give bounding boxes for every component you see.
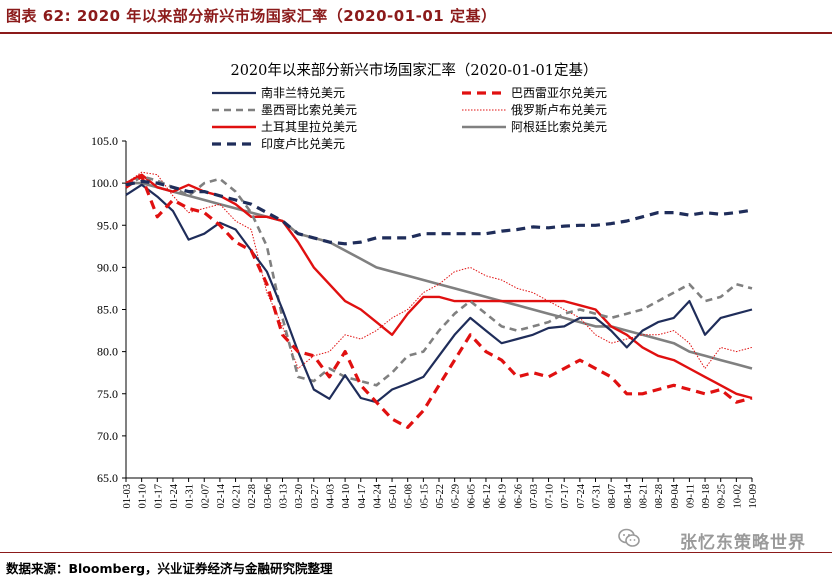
wechat-icon: [618, 528, 640, 547]
figure-title: 图表 62: 2020 年以来部分新兴市场国家汇率（2020-01-01 定基）: [6, 7, 497, 25]
x-tick-label: 10-09: [748, 484, 759, 509]
x-tick-label: 01-03: [122, 484, 133, 509]
x-tick-label: 02-14: [216, 483, 227, 508]
legend-label: 墨西哥比索兑美元: [261, 103, 357, 117]
x-tick-label: 06-26: [513, 484, 524, 509]
y-tick-label: 80.0: [97, 345, 118, 359]
series-line-4: [125, 173, 753, 400]
y-tick-label: 95.0: [97, 218, 118, 232]
x-tick-label: 04-24: [372, 483, 383, 508]
x-tick-label: 09-25: [717, 484, 728, 509]
y-tick-label: 65.0: [97, 471, 118, 485]
series-line-6: [125, 179, 753, 246]
legend-label: 俄罗斯卢布兑美元: [511, 102, 607, 117]
x-tick-label: 09-18: [701, 484, 712, 509]
x-tick-label: 03-06: [263, 484, 274, 509]
legend-label: 巴西雷亚尔兑美元: [511, 85, 607, 100]
y-tick-label: 75.0: [97, 387, 118, 401]
x-tick-label: 07-17: [560, 484, 571, 509]
chart-title: 2020年以来部分新兴市场国家汇率（2020-01-01定基）: [230, 62, 597, 79]
x-tick-label: 04-03: [325, 484, 336, 509]
series-line-0: [125, 183, 753, 404]
x-tick-label: 10-02: [732, 484, 743, 509]
source-note: 数据来源：Bloomberg，兴业证券经济与金融研究院整理: [6, 561, 333, 576]
y-tick-label: 90.0: [97, 260, 118, 274]
x-tick-label: 08-28: [654, 484, 665, 509]
x-tick-label: 03-13: [279, 484, 290, 509]
figure-footer: 数据来源：Bloomberg，兴业证券经济与金融研究院整理: [0, 552, 832, 577]
x-tick-label: 07-10: [545, 484, 556, 509]
x-tick-label: 07-24: [576, 483, 587, 508]
legend-label: 阿根廷比索兑美元: [511, 120, 607, 134]
axes: 65.0 70.0 75.0 80.0 85.0 90.0 95.0 100.0 105.0 01…: [91, 134, 759, 509]
x-tick-label: 08-21: [638, 484, 649, 509]
x-tick-label: 07-03: [529, 484, 540, 509]
x-tick-label: 03-20: [294, 484, 305, 509]
x-tick-label: 05-29: [451, 484, 462, 509]
x-tick-label: 05-15: [419, 484, 430, 509]
series-line-5: [126, 181, 753, 370]
x-tick-label: 07-31: [592, 484, 603, 509]
y-tick-label: 105.0: [91, 134, 118, 148]
x-tick-label: 01-10: [138, 484, 149, 509]
x-tick-label: 06-12: [482, 484, 493, 509]
x-tick-label: 06-19: [498, 484, 509, 509]
x-tick-label: 04-10: [341, 484, 352, 509]
x-tick-label: 02-21: [232, 484, 243, 509]
series-group: [125, 171, 753, 429]
x-tick-label: 01-31: [185, 484, 196, 509]
x-tick-label: 02-28: [247, 484, 258, 509]
watermark-text: 张忆东策略世界: [680, 533, 806, 553]
y-tick-label: 70.0: [97, 429, 118, 443]
legend-label: 南非兰特兑美元: [261, 85, 345, 100]
x-tick-label: 06-05: [466, 484, 477, 509]
x-tick-label: 09-04: [670, 483, 681, 508]
x-tick-label: 01-17: [153, 484, 164, 509]
x-tick-label: 05-22: [435, 484, 446, 509]
series-line-1: [125, 174, 753, 429]
x-tick-label: 02-07: [200, 484, 211, 509]
y-tick-label: 85.0: [97, 303, 118, 317]
x-tick-label: 01-24: [169, 483, 180, 508]
y-tick-label: 100.0: [91, 176, 118, 190]
x-tick-label: 04-17: [357, 484, 368, 509]
x-tick-label: 08-07: [607, 484, 618, 509]
x-tick-label: 03-27: [310, 484, 321, 509]
legend-label: 印度卢比兑美元: [261, 136, 345, 151]
x-tick-label: 05-08: [404, 484, 415, 509]
x-tick-label: 08-14: [623, 483, 634, 508]
series-line-2: [125, 175, 753, 387]
legend-label: 土耳其里拉兑美元: [261, 119, 357, 134]
x-tick-label: 09-11: [685, 484, 696, 508]
figure-header: 图表 62: 2020 年以来部分新兴市场国家汇率（2020-01-01 定基）: [0, 0, 832, 34]
x-tick-label: 05-01: [388, 484, 399, 509]
